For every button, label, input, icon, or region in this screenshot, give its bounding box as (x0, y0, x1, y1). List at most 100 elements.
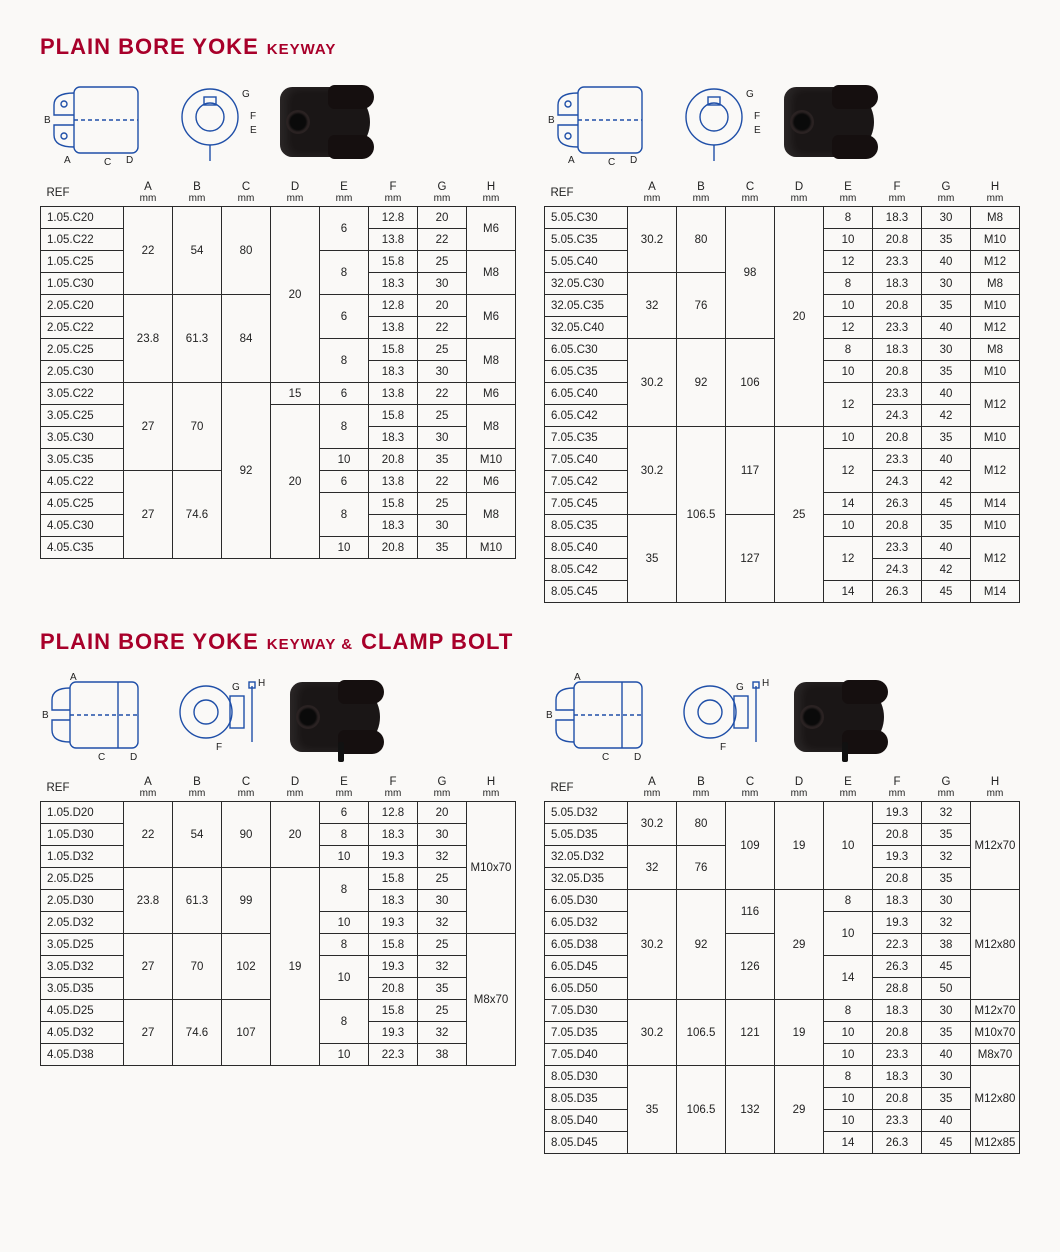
cell-G: 32 (418, 846, 467, 868)
col-F: Fmm (369, 775, 418, 802)
cell-E: 8 (320, 1000, 369, 1044)
col-H: Hmm (971, 180, 1020, 207)
cell-G: 20 (418, 802, 467, 824)
cell-G: 30 (418, 515, 467, 537)
cell-A: 30.2 (628, 207, 677, 273)
cell-E: 12 (824, 383, 873, 427)
col-E: Emm (824, 775, 873, 802)
cell-D: 29 (775, 1066, 824, 1154)
cell-G: 35 (922, 824, 971, 846)
title-keyway: PLAIN BORE YOKE KEYWAY (40, 34, 1020, 60)
cell-G: 45 (922, 493, 971, 515)
cell-G: 50 (922, 978, 971, 1000)
yoke-photo-icon (274, 77, 374, 167)
col-G: Gmm (922, 180, 971, 207)
col-D: Dmm (271, 180, 320, 207)
cell-F: 15.8 (369, 934, 418, 956)
cell-F: 20.8 (873, 515, 922, 537)
cell-G: 35 (922, 361, 971, 383)
cell-ref: 2.05.C30 (41, 361, 124, 383)
cell-H: M8 (971, 273, 1020, 295)
cell-G: 25 (418, 934, 467, 956)
title-clampbolt: PLAIN BORE YOKE KEYWAY & CLAMP BOLT (40, 629, 1020, 655)
cell-H: M14 (971, 581, 1020, 603)
cell-F: 20.8 (873, 229, 922, 251)
col-B: Bmm (173, 775, 222, 802)
svg-text:E: E (250, 125, 257, 136)
cell-G: 40 (922, 251, 971, 273)
cell-ref: 5.05.D35 (545, 824, 628, 846)
cell-F: 20.8 (873, 824, 922, 846)
svg-text:A: A (574, 672, 581, 683)
cell-F: 24.3 (873, 559, 922, 581)
cell-G: 40 (922, 537, 971, 559)
cell-G: 25 (418, 339, 467, 361)
cell-F: 20.8 (369, 537, 418, 559)
cell-G: 25 (418, 493, 467, 515)
yoke-photo-icon (778, 77, 878, 167)
col-D: Dmm (775, 775, 824, 802)
cell-B: 76 (677, 846, 726, 890)
cell-G: 30 (922, 1066, 971, 1088)
cell-G: 40 (922, 317, 971, 339)
cell-G: 35 (922, 295, 971, 317)
cell-E: 12 (824, 449, 873, 493)
cell-F: 22.3 (369, 1044, 418, 1066)
cell-C: 127 (726, 515, 775, 603)
col-A: Amm (124, 775, 173, 802)
cell-ref: 7.05.C42 (545, 471, 628, 493)
cell-C: 107 (222, 1000, 271, 1066)
cell-ref: 1.05.C25 (41, 251, 124, 273)
cell-F: 15.8 (369, 405, 418, 427)
cell-ref: 4.05.C30 (41, 515, 124, 537)
cell-E: 6 (320, 383, 369, 405)
cell-F: 26.3 (873, 1132, 922, 1154)
cell-ref: 32.05.D35 (545, 868, 628, 890)
col-C: Cmm (726, 775, 775, 802)
table-row: 3.05.C2520815.825M8 (41, 405, 516, 427)
cell-E: 8 (320, 251, 369, 295)
cell-G: 35 (922, 1022, 971, 1044)
cell-H: M12 (971, 449, 1020, 493)
cell-F: 18.3 (873, 207, 922, 229)
cell-F: 15.8 (369, 868, 418, 890)
cell-F: 19.3 (873, 912, 922, 934)
cell-C: 80 (222, 207, 271, 295)
cell-E: 14 (824, 956, 873, 1000)
cell-G: 30 (922, 273, 971, 295)
cell-ref: 2.05.C20 (41, 295, 124, 317)
cell-F: 19.3 (873, 846, 922, 868)
cell-B: 61.3 (173, 868, 222, 934)
cell-C: 90 (222, 802, 271, 868)
cell-A: 30.2 (628, 427, 677, 515)
col-A: Amm (628, 775, 677, 802)
cell-F: 20.8 (873, 427, 922, 449)
cell-ref: 6.05.C35 (545, 361, 628, 383)
cell-H: M12 (971, 383, 1020, 427)
cell-ref: 8.05.C40 (545, 537, 628, 559)
cell-H: M6 (467, 295, 516, 339)
svg-text:F: F (720, 742, 726, 753)
table-row: 2.05.D2523.861.39919815.825 (41, 868, 516, 890)
cell-F: 18.3 (369, 273, 418, 295)
svg-text:A: A (70, 672, 77, 683)
cell-G: 30 (922, 890, 971, 912)
col-F: Fmm (873, 775, 922, 802)
cell-B: 54 (173, 207, 222, 295)
col-D: Dmm (271, 775, 320, 802)
cell-E: 6 (320, 295, 369, 339)
cell-D: 20 (271, 207, 320, 383)
cell-E: 10 (320, 449, 369, 471)
cell-H: M6 (467, 383, 516, 405)
cell-E: 10 (320, 846, 369, 868)
cell-D: 20 (271, 405, 320, 559)
cell-E: 10 (320, 956, 369, 1000)
cell-C: 121 (726, 1000, 775, 1066)
cell-ref: 4.05.D38 (41, 1044, 124, 1066)
cell-G: 25 (418, 405, 467, 427)
cell-ref: 32.05.C35 (545, 295, 628, 317)
cell-A: 35 (628, 1066, 677, 1154)
title2-small: KEYWAY & (267, 636, 353, 653)
cell-ref: 1.05.D20 (41, 802, 124, 824)
title2-big2: CLAMP BOLT (361, 629, 513, 655)
